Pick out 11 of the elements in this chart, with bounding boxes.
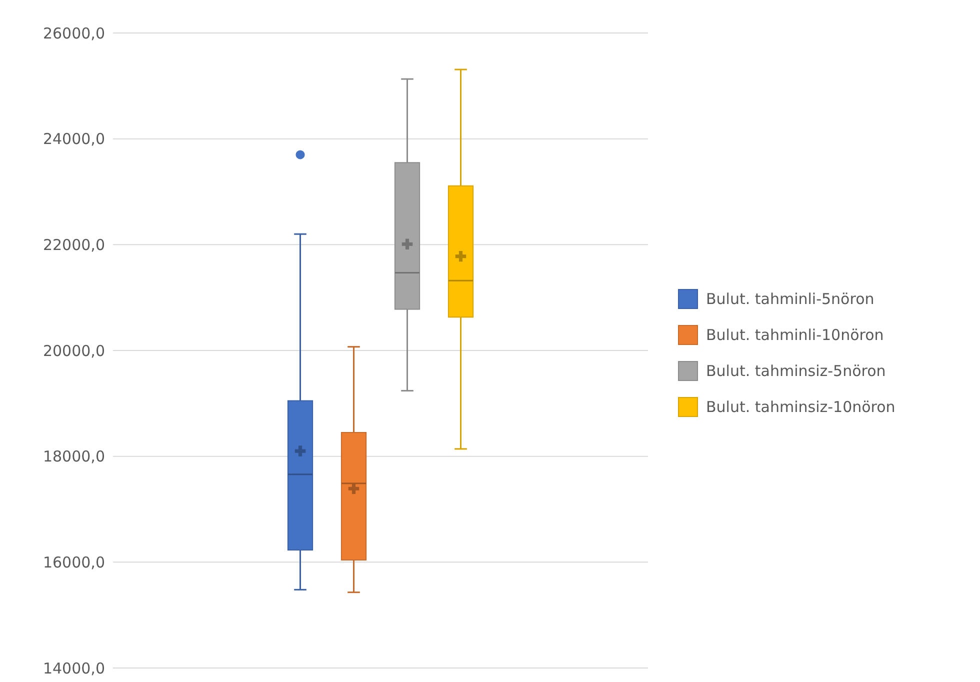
legend-label: Bulut. tahminli-5nöron [706,290,874,308]
y-tick-label: 20000,0 [42,342,105,360]
legend-label: Bulut. tahminsiz-10nöron [706,398,896,416]
y-tick-label: 18000,0 [42,448,105,466]
y-tick-label: 26000,0 [42,24,105,42]
y-tick-label: 24000,0 [42,130,105,148]
y-tick-label: 22000,0 [42,236,105,254]
legend-label: Bulut. tahminli-10nöron [706,326,884,344]
y-tick-label: 16000,0 [42,553,105,572]
y-tick-label: 14000,0 [42,659,105,678]
legend-label: Bulut. tahminsiz-5nöron [706,362,886,380]
